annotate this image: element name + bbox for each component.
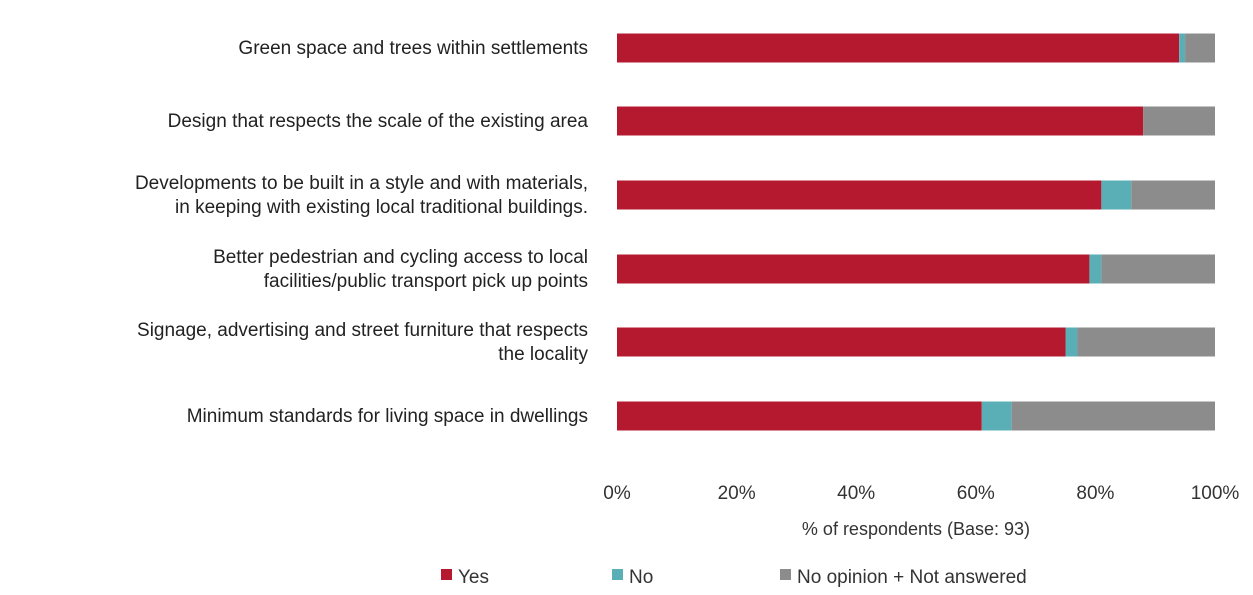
legend-label: No opinion + Not answered [797, 567, 1027, 588]
bar-segment-no-opinion-not-answered [1011, 401, 1215, 431]
category-label: facilities/public transport pick up poin… [264, 271, 588, 292]
bar-segment-no-opinion-not-answered [1185, 33, 1215, 63]
bar-segment-no [981, 401, 1012, 431]
bar-segment-yes [617, 327, 1066, 357]
category-label: Minimum standards for living space in dw… [187, 406, 588, 427]
bar-segment-yes [617, 401, 982, 431]
x-tick-label: 40% [837, 483, 875, 504]
category-label: Developments to be built in a style and … [135, 173, 588, 194]
x-tick-label: 20% [718, 483, 756, 504]
bar-segment-yes [617, 106, 1144, 136]
category-label: Signage, advertising and street furnitur… [137, 320, 588, 341]
x-tick-label: 60% [957, 483, 995, 504]
legend-item: No opinion + Not answered [780, 567, 1027, 588]
bar-segment-yes [617, 254, 1090, 284]
x-axis-title: % of respondents (Base: 93) [802, 519, 1030, 539]
bar-segment-no-opinion-not-answered [1077, 327, 1215, 357]
bar-segment-no [1065, 327, 1078, 357]
legend-item: Yes [441, 567, 489, 588]
category-label: Green space and trees within settlements [238, 38, 588, 59]
category-label: the locality [498, 344, 588, 365]
bar-segment-yes [617, 180, 1102, 210]
bar-segment-no-opinion-not-answered [1143, 106, 1215, 136]
x-tick-label: 0% [603, 483, 631, 504]
category-label: Design that respects the scale of the ex… [168, 111, 589, 132]
legend-swatch [441, 569, 452, 580]
bar-segment-no [1101, 180, 1132, 210]
bar-segment-no-opinion-not-answered [1131, 180, 1215, 210]
x-tick-label: 80% [1076, 483, 1114, 504]
bar-segment-yes [617, 33, 1180, 63]
legend-swatch [780, 569, 791, 580]
bar-segment-no [1179, 33, 1186, 63]
x-tick-label: 100% [1191, 483, 1240, 504]
category-label: Better pedestrian and cycling access to … [213, 247, 588, 268]
bar-segment-no [1089, 254, 1102, 284]
legend-item: No [612, 567, 653, 588]
legend-label: Yes [458, 567, 489, 588]
legend-label: No [629, 567, 653, 588]
bar-segment-no-opinion-not-answered [1101, 254, 1215, 284]
legend-swatch [612, 569, 623, 580]
category-label: in keeping with existing local tradition… [175, 197, 588, 218]
